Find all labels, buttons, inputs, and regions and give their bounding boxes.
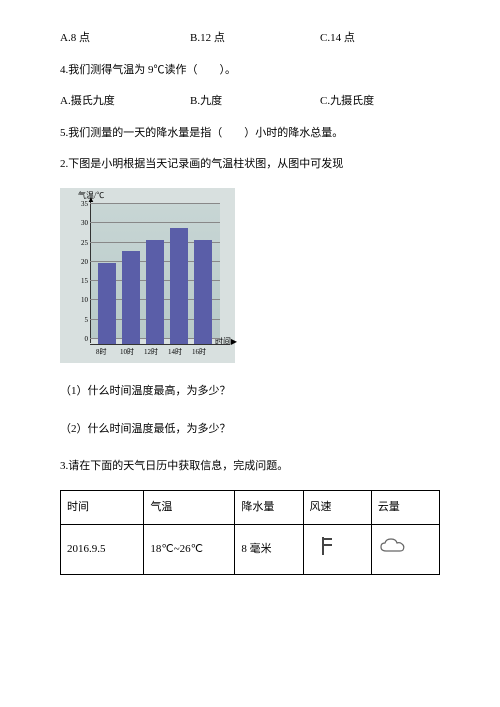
temperature-bar-chart: 气温/℃ 时间 ▲ ▶ 051015202530358时10时12时14时16时 (60, 188, 235, 363)
y-tick-label: 5 (74, 315, 88, 326)
option-c: C.14 点 (320, 30, 355, 48)
question-options-row: A.8 点 B.12 点 C.14 点 (60, 30, 440, 48)
grid-line (90, 222, 220, 223)
y-tick-label: 20 (74, 257, 88, 268)
table-header-row: 时间 气温 降水量 风速 云量 (61, 490, 440, 525)
chart-bar (170, 228, 188, 344)
cell-temp: 18℃~26℃ (144, 525, 235, 575)
th-time: 时间 (61, 490, 144, 525)
th-rain: 降水量 (235, 490, 303, 525)
option-a: A.8 点 (60, 30, 190, 48)
arrow-right-icon: ▶ (231, 336, 237, 349)
sub-question-2: （2）什么时间温度最低，为多少？ (60, 421, 440, 439)
y-axis-line (90, 198, 91, 343)
option-b: B.12 点 (190, 30, 320, 48)
chart-bar (98, 263, 116, 344)
x-tick-label: 8时 (96, 347, 107, 358)
chart-bar (194, 240, 212, 344)
th-temp: 气温 (144, 490, 235, 525)
table-row: 2016.9.5 18℃~26℃ 8 毫米 (61, 525, 440, 575)
y-tick-label: 25 (74, 238, 88, 249)
weather-table: 时间 气温 降水量 风速 云量 2016.9.5 18℃~26℃ 8 毫米 (60, 490, 440, 575)
wind-icon (310, 533, 336, 559)
question-3-text: 3.请在下面的天气日历中获取信息，完成问题。 (60, 458, 440, 476)
x-tick-label: 10时 (120, 347, 134, 358)
cell-cloud (371, 525, 439, 575)
x-tick-label: 14时 (168, 347, 182, 358)
q4-option-a: A.摄氏九度 (60, 93, 190, 111)
question-4-options: A.摄氏九度 B.九度 C.九摄氏度 (60, 93, 440, 111)
chart-bar (146, 240, 164, 344)
y-tick-label: 15 (74, 276, 88, 287)
question-2-text: 2.下图是小明根据当天记录画的气温柱状图，从图中可发现 (60, 156, 440, 174)
question-4-text: 4.我们测得气温为 9℃读作（ ）。 (60, 62, 440, 80)
th-wind: 风速 (303, 490, 371, 525)
y-tick-label: 0 (74, 334, 88, 345)
arrow-up-icon: ▲ (87, 194, 95, 207)
x-tick-label: 12时 (144, 347, 158, 358)
q4-option-c: C.九摄氏度 (320, 93, 374, 111)
question-5-text: 5.我们测量的一天的降水量是指（ ）小时的降水总量。 (60, 125, 440, 143)
y-tick-label: 10 (74, 295, 88, 306)
x-axis-line (90, 344, 230, 345)
cell-rain: 8 毫米 (235, 525, 303, 575)
q4-option-b: B.九度 (190, 93, 320, 111)
y-tick-label: 35 (74, 199, 88, 210)
x-tick-label: 16时 (192, 347, 206, 358)
th-cloud: 云量 (371, 490, 439, 525)
y-tick-label: 30 (74, 218, 88, 229)
grid-line (90, 203, 220, 204)
chart-bar (122, 251, 140, 344)
sub-question-1: （1）什么时间温度最高，为多少？ (60, 383, 440, 401)
cell-wind (303, 525, 371, 575)
cell-date: 2016.9.5 (61, 525, 144, 575)
cloud-icon (378, 536, 408, 556)
